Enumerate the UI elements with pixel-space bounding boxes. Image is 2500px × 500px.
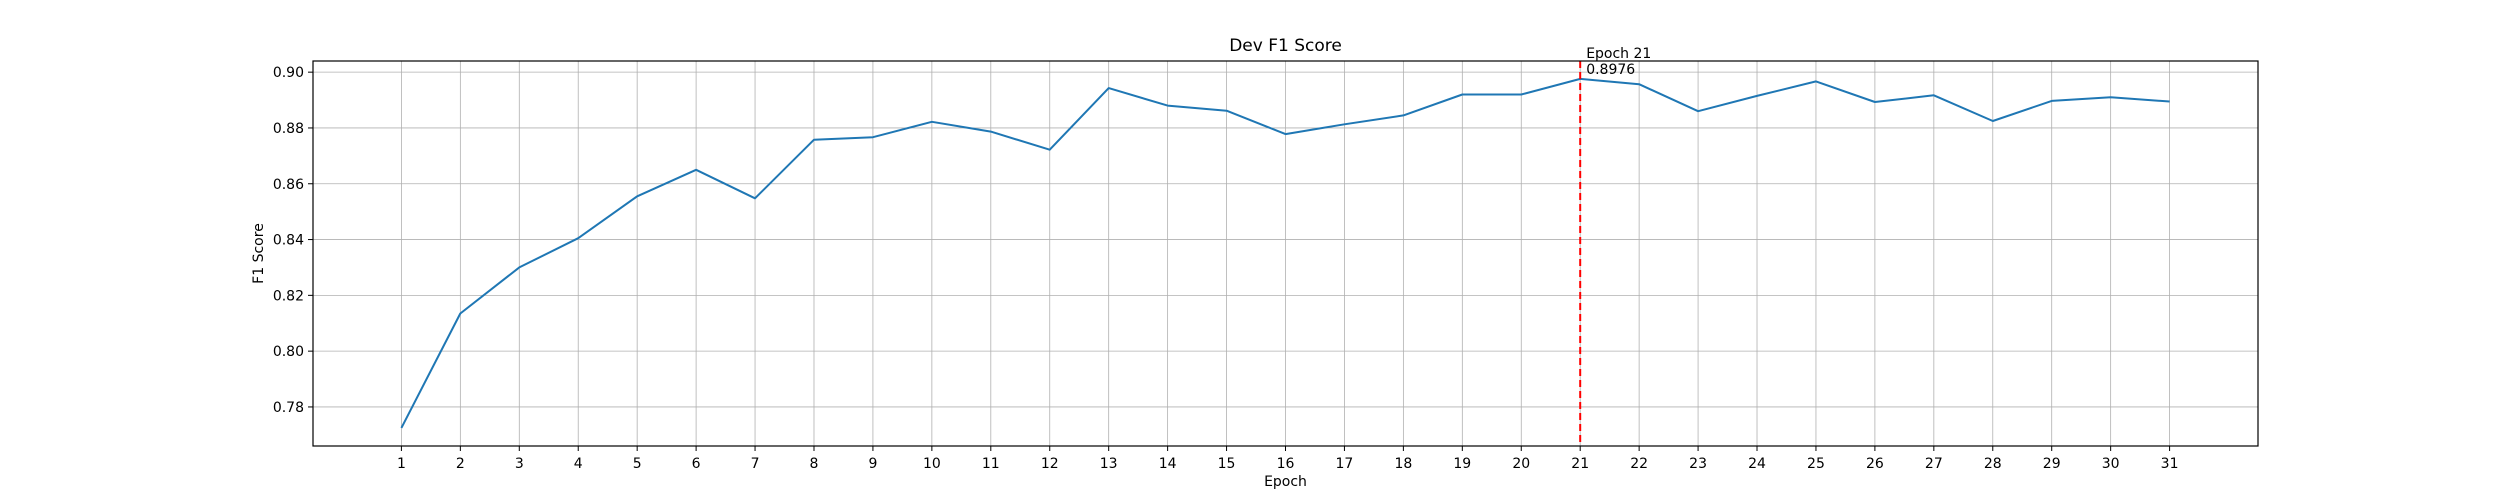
x-tick-label: 27	[1925, 456, 1943, 472]
x-tick-label: 24	[1748, 456, 1766, 472]
x-tick-label: 2	[456, 456, 465, 472]
x-tick-label: 26	[1866, 456, 1884, 472]
y-axis: 0.78 0.80 0.82 0.84 0.86 0.88 0.90	[273, 65, 313, 416]
x-tick-label: 21	[1571, 456, 1589, 472]
x-tick-label: 13	[1100, 456, 1118, 472]
x-tick-label: 9	[868, 456, 877, 472]
grid	[313, 61, 2258, 446]
x-tick-label: 3	[515, 456, 524, 472]
x-tick-label: 12	[1041, 456, 1059, 472]
x-tick-label: 10	[923, 456, 941, 472]
x-tick-label: 28	[1984, 456, 2002, 472]
x-tick-label: 20	[1512, 456, 1530, 472]
x-tick-label: 15	[1218, 456, 1236, 472]
x-tick-label: 8	[810, 456, 819, 472]
y-tick-label: 0.86	[273, 177, 304, 193]
series-layer	[400, 77, 2170, 429]
x-tick-label: 4	[574, 456, 583, 472]
x-tick-label: 23	[1689, 456, 1707, 472]
x-axis-title: Epoch	[1264, 474, 1307, 490]
y-axis-title: F1 Score	[251, 223, 267, 284]
x-tick-label: 5	[633, 456, 642, 472]
y-tick-label: 0.88	[273, 121, 304, 137]
x-tick-label: 18	[1394, 456, 1412, 472]
best-epoch-annotation-label: Epoch 21	[1586, 46, 1651, 62]
x-tick-label: 6	[692, 456, 701, 472]
x-tick-label: 16	[1277, 456, 1295, 472]
y-tick-label: 0.90	[273, 65, 304, 81]
x-axis: 1 2 3 4 5 6 7 8 9 10 11 12 13 14 15 16 17 18 19 20 21 22 23 24 2…	[397, 446, 2179, 472]
x-tick-label: 11	[982, 456, 1000, 472]
y-tick-label: 0.82	[273, 288, 304, 304]
x-tick-label: 1	[397, 456, 406, 472]
best-epoch-annotation-value: 0.8976	[1586, 62, 1635, 78]
x-tick-label: 19	[1453, 456, 1471, 472]
x-tick-label: 30	[2102, 456, 2120, 472]
y-tick-label: 0.78	[273, 400, 304, 416]
chart-title: Dev F1 Score	[1229, 36, 1342, 56]
y-tick-label: 0.84	[273, 233, 304, 249]
x-tick-label: 25	[1807, 456, 1825, 472]
x-tick-label: 31	[2161, 456, 2179, 472]
x-tick-label: 17	[1336, 456, 1354, 472]
x-tick-label: 22	[1630, 456, 1648, 472]
y-tick-label: 0.80	[273, 344, 304, 360]
x-tick-label: 7	[751, 456, 760, 472]
x-tick-label: 29	[2043, 456, 2061, 472]
x-tick-label: 14	[1159, 456, 1177, 472]
